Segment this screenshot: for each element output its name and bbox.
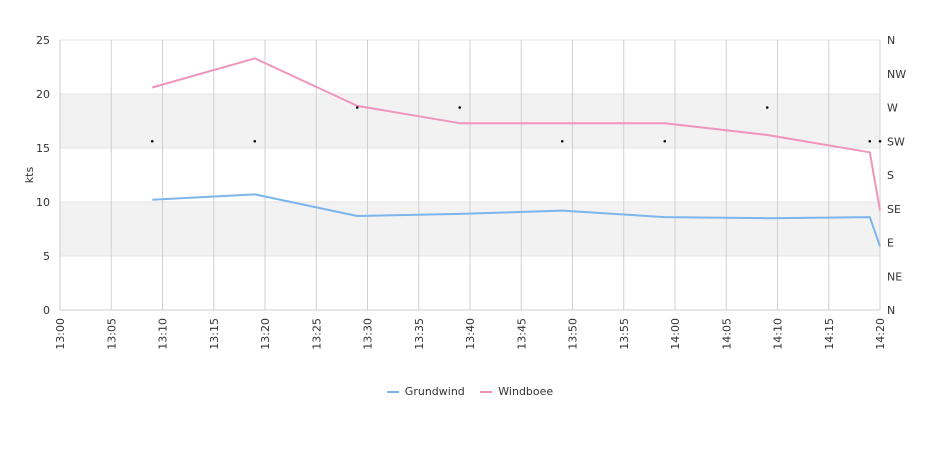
- legend-swatch-windboee: [480, 391, 493, 393]
- y-tick-label: 25: [36, 34, 50, 47]
- y2-tick-label: W: [887, 102, 898, 115]
- x-tick-label: 13:40: [464, 318, 477, 350]
- y-tick-label: 20: [36, 88, 50, 101]
- y-tick-label: 5: [43, 250, 50, 263]
- x-tick-label: 13:35: [413, 318, 426, 350]
- x-tick-label: 13:45: [515, 318, 528, 350]
- y2-tick-label: NE: [887, 270, 902, 283]
- x-tick-label: 14:10: [772, 318, 785, 350]
- direction-marker: [150, 139, 154, 143]
- legend-label-grundwind: Grundwind: [404, 385, 465, 398]
- y2-tick-label: N: [887, 304, 895, 317]
- direction-marker: [560, 139, 564, 143]
- x-tick-label: 14:00: [669, 318, 682, 350]
- y-tick-label: 15: [36, 142, 50, 155]
- x-tick-label: 13:30: [362, 318, 375, 350]
- series-line-windboee: [152, 57, 881, 211]
- x-tick-label: 13:50: [567, 318, 580, 350]
- y-tick-label: 0: [43, 304, 50, 317]
- direction-marker: [765, 106, 769, 109]
- direction-marker: [458, 106, 462, 109]
- y2-tick-label: E: [887, 237, 894, 250]
- x-tick-label: 14:15: [823, 318, 836, 350]
- x-tick-label: 13:05: [105, 318, 118, 350]
- y-tick-label: 10: [36, 196, 50, 209]
- direction-marker: [878, 139, 882, 143]
- direction-marker: [663, 139, 667, 143]
- x-tick-label: 13:20: [259, 318, 272, 350]
- legend-item-windboee[interactable]: Windboee: [480, 385, 553, 398]
- y2-tick-label: SE: [887, 203, 901, 216]
- direction-marker: [355, 106, 359, 109]
- direction-marker: [253, 139, 257, 143]
- direction-marker: [868, 139, 872, 143]
- y2-tick-label: N: [887, 34, 895, 47]
- legend-label-windboee: Windboee: [498, 385, 554, 398]
- y2-tick-label: NW: [887, 68, 906, 81]
- x-tick-label: 13:55: [618, 318, 631, 350]
- legend-swatch-grundwind: [386, 391, 399, 393]
- x-tick-label: 14:20: [874, 318, 887, 350]
- x-tick-label: 14:05: [720, 318, 733, 350]
- x-tick-label: 13:15: [208, 318, 221, 350]
- x-tick-label: 13:00: [54, 318, 67, 350]
- y2-tick-label: SW: [887, 135, 905, 148]
- legend: Grundwind Windboee: [0, 385, 940, 398]
- x-tick-label: 13:10: [157, 318, 170, 350]
- x-tick-label: 13:25: [310, 318, 323, 350]
- y-axis-title: kts: [23, 167, 36, 184]
- y2-tick-label: S: [887, 169, 894, 182]
- legend-item-grundwind[interactable]: Grundwind: [386, 385, 465, 398]
- series-line-grundwind: [152, 193, 881, 247]
